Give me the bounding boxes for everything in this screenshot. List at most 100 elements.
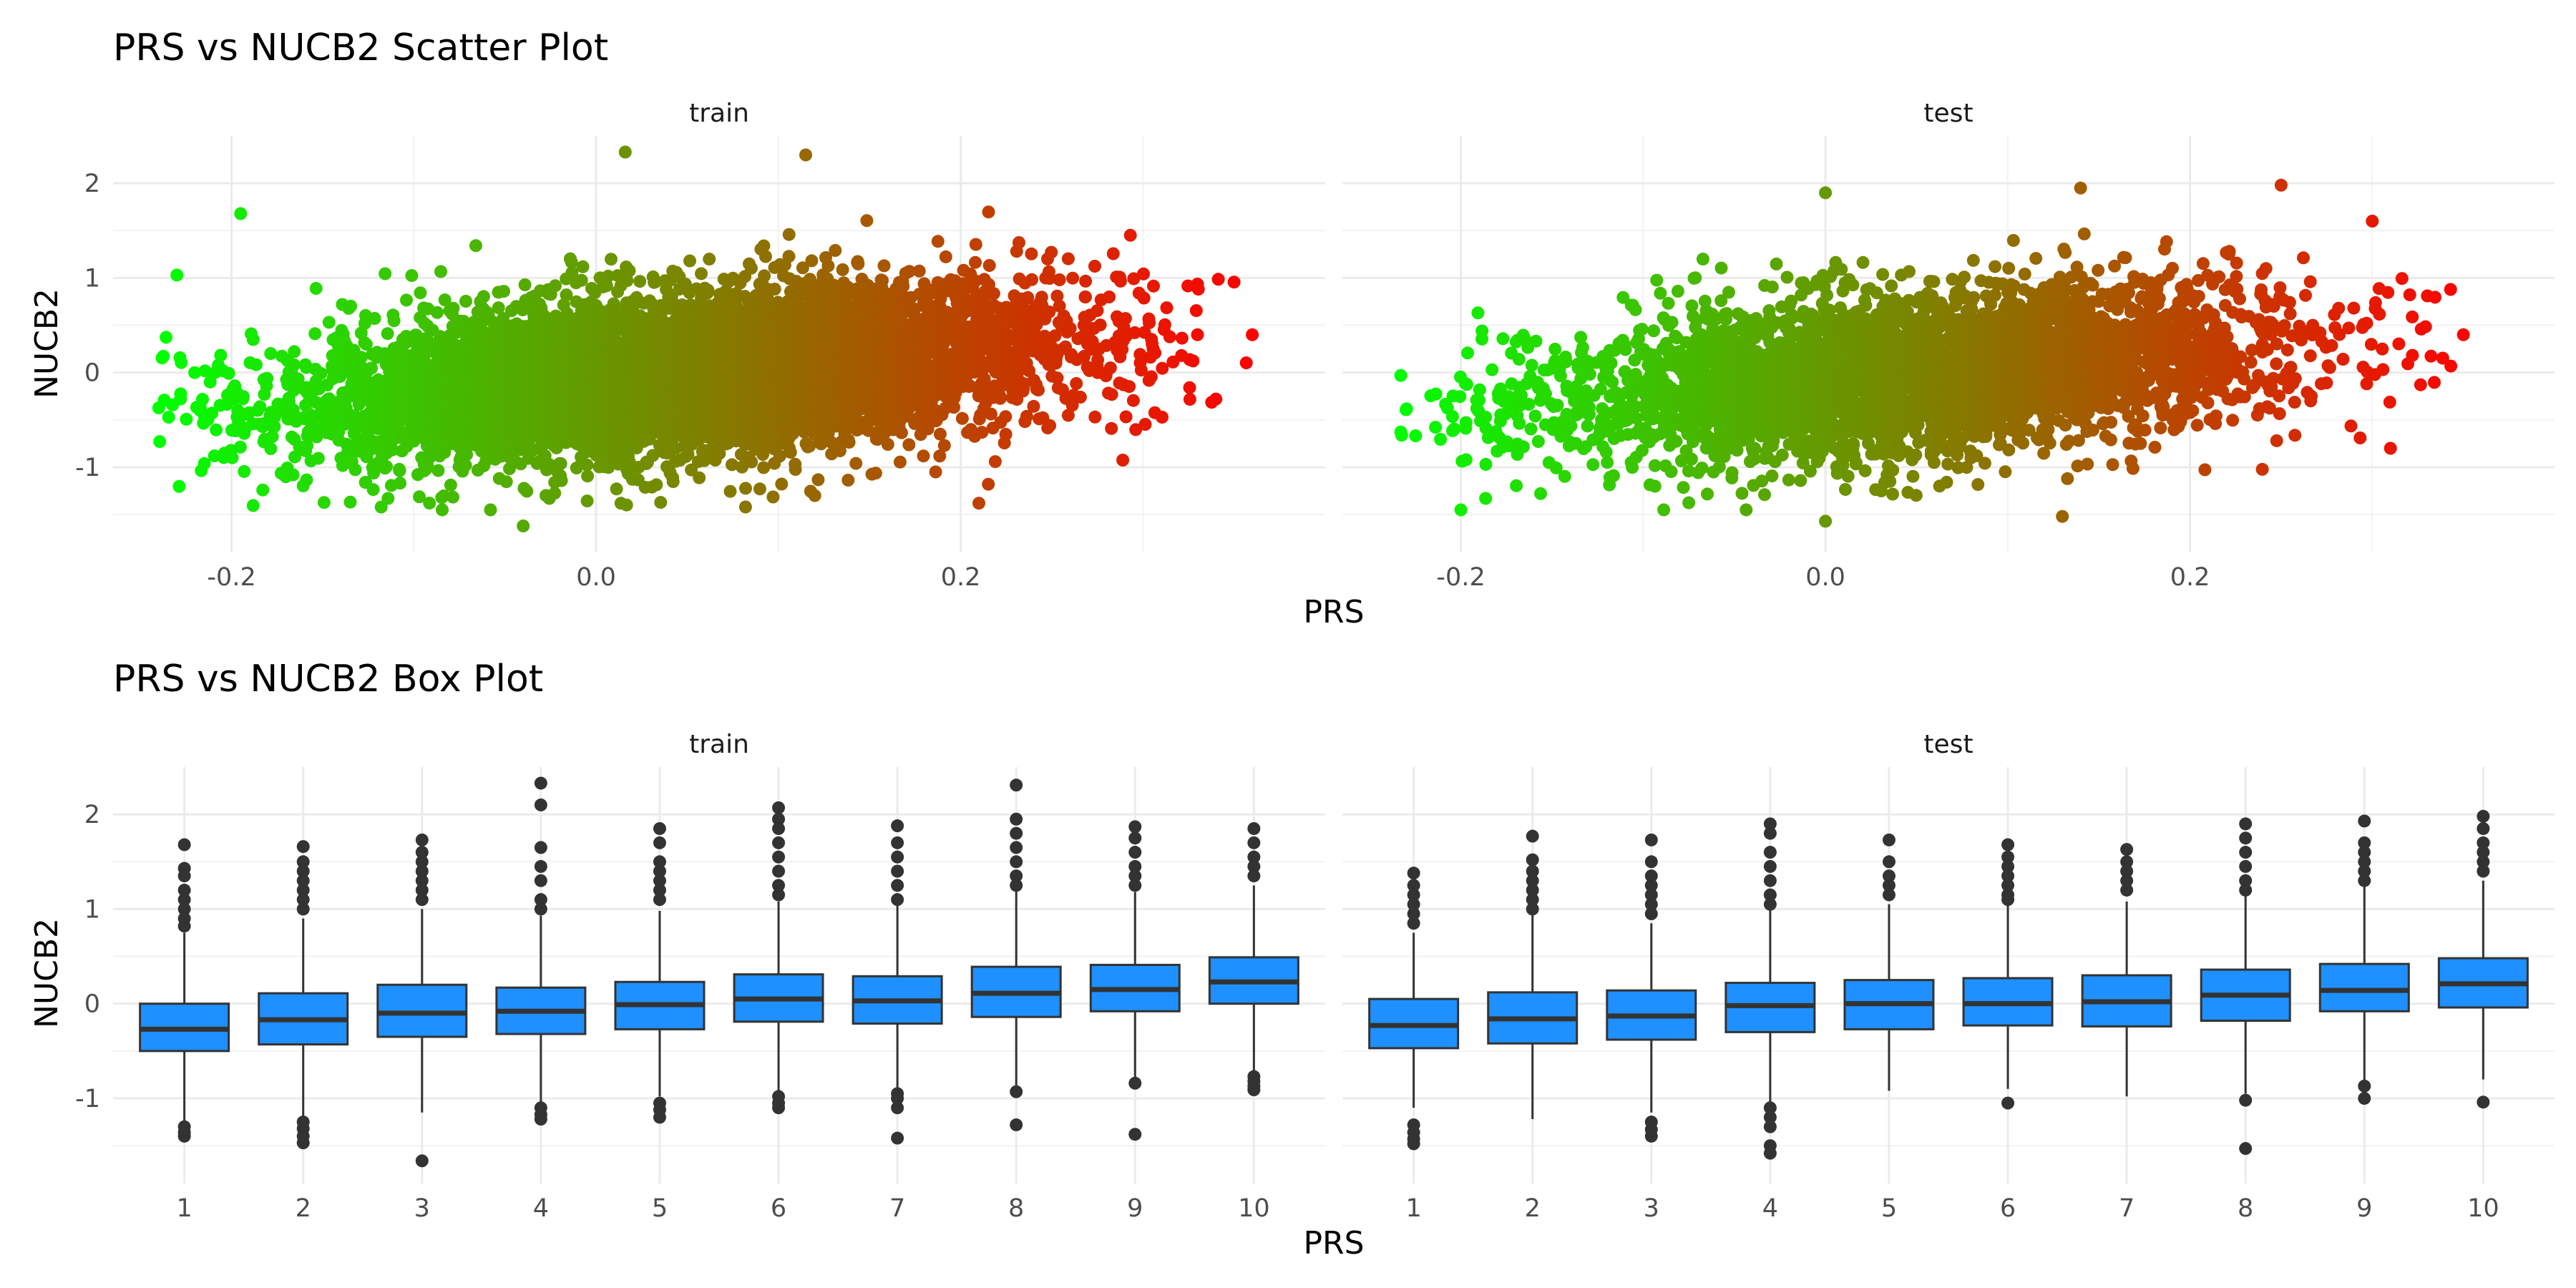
scatter-point: [162, 411, 175, 424]
scatter-point: [620, 498, 633, 512]
scatter-point: [301, 439, 314, 452]
scatter-point: [368, 312, 381, 325]
scatter-point: [782, 250, 796, 263]
scatter-point: [196, 393, 209, 406]
scatter-point: [246, 499, 260, 512]
scatter-point: [744, 261, 758, 275]
scatter-point: [308, 327, 322, 341]
scatter-point: [317, 496, 331, 509]
scatter-point: [214, 348, 228, 362]
scatter-point: [775, 477, 789, 491]
scatter-point: [348, 463, 362, 477]
scatter-point: [172, 479, 186, 493]
scatter-point: [739, 482, 752, 495]
scatter-point: [518, 278, 532, 291]
scatter-point: [344, 299, 358, 313]
scatter-point: [768, 283, 781, 296]
scatter-point: [782, 228, 796, 241]
scatter-point: [393, 464, 406, 477]
scatter-point: [153, 435, 167, 449]
scatter-point: [198, 364, 212, 378]
scatter-point: [745, 455, 758, 469]
scatter-point: [618, 145, 632, 159]
scatter-point: [175, 356, 188, 369]
scatter-point: [575, 273, 588, 287]
scatter-point: [256, 483, 270, 497]
scatter-point: [379, 267, 392, 280]
scatter-point: [286, 468, 300, 482]
scatter-point: [431, 306, 444, 319]
scatter-point: [210, 423, 223, 436]
scatter-point: [238, 464, 251, 478]
scatter-point: [365, 361, 378, 375]
scatter-point: [610, 482, 623, 496]
scatter-point: [789, 463, 802, 476]
scatter-point: [414, 286, 427, 300]
scatter-title: PRS vs NUCB2 Scatter Plot: [113, 26, 608, 69]
scatter-point: [517, 519, 530, 532]
scatter-point: [394, 477, 407, 490]
scatter-point: [180, 412, 193, 426]
scatter-point: [434, 265, 447, 278]
scatter-point: [387, 314, 401, 328]
scatter-point: [431, 464, 445, 477]
scatter-point: [343, 495, 357, 509]
scatter-point: [246, 333, 260, 346]
scatter-point: [497, 285, 510, 298]
scatter-point: [222, 366, 235, 380]
scatter-point: [580, 494, 594, 508]
scatter-point: [359, 338, 373, 351]
scatter-point: [484, 503, 497, 517]
scatter-point: [805, 254, 819, 268]
scatter-point: [723, 484, 737, 498]
scatter-point: [703, 253, 716, 266]
scatter-point: [799, 148, 812, 162]
scatter-point: [268, 420, 281, 434]
scatter-point: [311, 452, 325, 465]
scatter-point: [160, 331, 173, 344]
scatter-point: [322, 316, 336, 329]
scatter-point: [580, 458, 594, 472]
scatter-point: [234, 207, 248, 220]
scatter-point: [157, 349, 170, 363]
scatter-point: [469, 239, 482, 253]
scatter-point: [520, 484, 534, 498]
scatter-point: [287, 358, 301, 371]
scatter-point: [753, 482, 766, 496]
scatter-point: [400, 293, 413, 307]
scatter-point: [197, 457, 211, 470]
scatter-point: [380, 460, 394, 474]
scatter-point: [811, 473, 825, 487]
scatter-point: [354, 351, 368, 364]
scatter-point: [314, 366, 328, 380]
scatter-point: [265, 430, 279, 443]
scatter-point: [554, 457, 567, 470]
scatter-point: [548, 487, 562, 500]
scatter-point: [405, 269, 419, 283]
scatter-facet-label-train: train: [689, 99, 749, 128]
scatter-point: [758, 269, 771, 283]
scatter-point: [784, 446, 797, 459]
scatter-point: [808, 489, 821, 502]
scatter-point: [605, 253, 618, 266]
scatter-point: [623, 264, 636, 278]
scatter-point: [225, 451, 239, 464]
scatter-point: [436, 503, 449, 517]
scatter-facet-label-test: test: [1923, 99, 1973, 128]
scatter-point: [555, 474, 568, 487]
scatter-point: [233, 440, 247, 454]
scatter-point: [477, 290, 490, 303]
scatter-point: [759, 250, 772, 263]
scatter-point: [549, 279, 562, 293]
scatter-point: [366, 483, 380, 497]
scatter-point: [633, 275, 647, 288]
scatter-point: [288, 450, 301, 464]
scatter-point: [253, 400, 267, 414]
scatter-point: [300, 473, 313, 487]
scatter-point: [309, 282, 323, 295]
scatter-point: [205, 406, 219, 420]
scatter-point: [459, 295, 472, 308]
scatter-point: [381, 492, 395, 505]
scatter-point: [650, 478, 663, 492]
